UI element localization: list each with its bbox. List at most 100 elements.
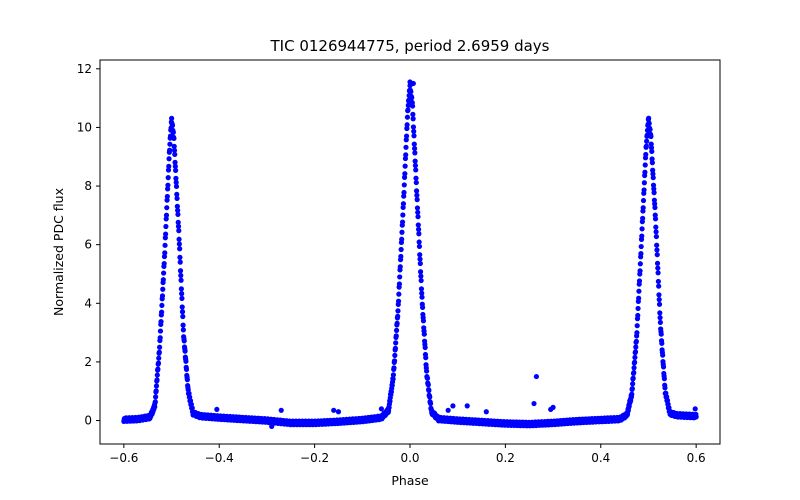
data-point	[423, 368, 430, 374]
data-point	[409, 95, 415, 101]
data-point	[662, 385, 668, 391]
data-point	[398, 253, 404, 260]
data-point	[693, 414, 699, 420]
data-point	[160, 277, 166, 283]
data-point	[413, 188, 420, 194]
data-point	[643, 151, 649, 158]
data-point	[410, 124, 417, 130]
data-point	[165, 175, 171, 181]
data-point	[655, 265, 661, 271]
data-point	[166, 156, 172, 162]
data-point	[177, 246, 183, 252]
x-tick-label: −0.4	[205, 451, 234, 465]
outlier-point	[378, 406, 384, 412]
data-point	[417, 269, 424, 275]
data-point	[635, 312, 641, 319]
data-point	[390, 372, 397, 378]
data-point	[637, 268, 643, 274]
data-point	[175, 207, 181, 213]
data-point	[652, 204, 658, 211]
data-point	[660, 364, 667, 370]
data-point	[167, 147, 173, 153]
data-point	[177, 259, 183, 265]
data-point	[656, 283, 662, 289]
y-tick-label: 2	[84, 355, 92, 369]
data-point	[391, 358, 398, 364]
data-point	[641, 187, 647, 193]
data-point	[414, 205, 421, 211]
data-point	[152, 404, 158, 410]
data-point	[174, 191, 180, 197]
data-point	[653, 224, 659, 230]
data-point	[178, 272, 184, 279]
data-point	[637, 261, 643, 267]
data-point	[158, 318, 164, 325]
data-point	[415, 214, 421, 220]
data-point	[180, 327, 186, 333]
data-point	[413, 167, 419, 173]
x-tick-label: 0.6	[687, 451, 706, 465]
data-point	[656, 296, 662, 303]
data-point	[392, 345, 399, 351]
data-point	[638, 243, 644, 250]
data-point	[653, 229, 659, 235]
data-point	[177, 254, 183, 260]
data-point	[417, 252, 423, 258]
data-point	[399, 219, 406, 225]
data-point	[157, 344, 163, 350]
data-point	[413, 179, 419, 186]
data-point	[179, 295, 185, 301]
data-point	[152, 399, 158, 405]
data-point	[397, 274, 403, 280]
data-point	[173, 179, 179, 186]
data-point	[177, 268, 184, 274]
data-point	[418, 286, 425, 292]
data-point	[657, 319, 663, 326]
data-point	[635, 305, 641, 312]
data-point	[632, 359, 638, 365]
data-point	[649, 160, 655, 166]
data-point	[390, 376, 396, 382]
data-point	[656, 292, 662, 298]
outlier-point	[278, 407, 284, 413]
data-point	[654, 252, 660, 258]
data-point	[417, 256, 423, 262]
data-point	[410, 116, 416, 122]
data-point	[630, 381, 636, 387]
data-point	[629, 385, 635, 392]
data-point	[642, 169, 648, 175]
data-point	[180, 313, 186, 320]
data-point	[393, 327, 400, 333]
data-point	[395, 298, 402, 304]
data-point	[654, 247, 660, 253]
data-point	[636, 288, 642, 294]
x-axis-label: Phase	[391, 473, 429, 488]
data-point	[154, 377, 160, 383]
data-point	[427, 394, 433, 400]
data-point	[419, 290, 425, 296]
data-point	[405, 107, 411, 113]
data-point	[159, 293, 166, 299]
x-tick-label: 0.4	[591, 451, 610, 465]
data-point	[180, 322, 186, 328]
data-point	[646, 115, 652, 121]
data-point	[633, 338, 639, 345]
data-point	[174, 203, 180, 209]
data-point	[410, 111, 416, 117]
data-point	[393, 333, 399, 339]
data-point	[411, 141, 417, 147]
y-tick-label: 8	[84, 179, 92, 193]
y-tick-label: 0	[84, 414, 92, 428]
data-point	[650, 175, 656, 181]
data-point	[656, 301, 663, 307]
data-point	[648, 133, 654, 140]
x-tick-label: 0.2	[496, 451, 515, 465]
data-point	[401, 182, 407, 188]
data-point	[163, 212, 170, 218]
y-axis-label: Normalized PDC flux	[51, 188, 66, 316]
outlier-point	[331, 407, 337, 413]
data-point	[183, 366, 190, 373]
data-point	[396, 291, 402, 297]
outlier-point	[533, 373, 539, 380]
outlier-point	[445, 407, 451, 413]
